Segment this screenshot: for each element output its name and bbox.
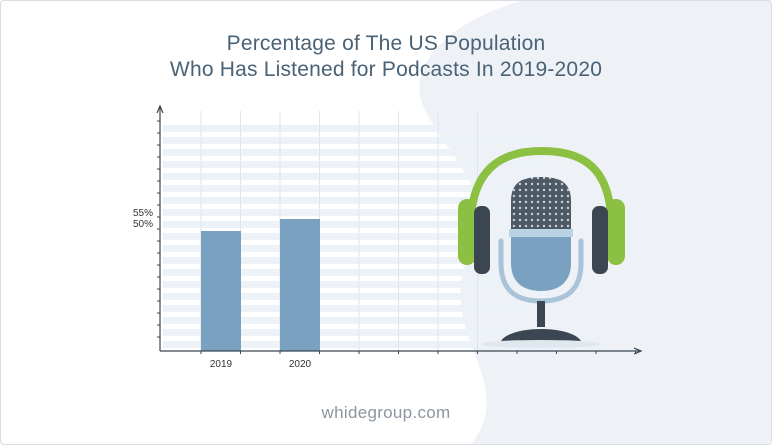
x-tick-label: 2020	[289, 359, 312, 370]
grid-stripe	[163, 185, 553, 192]
mic-grille-icon	[511, 177, 571, 231]
y-tick-label: 55%	[133, 208, 153, 219]
grid-stripe	[163, 137, 553, 144]
headphone-band-icon	[466, 146, 616, 240]
grid-stripe	[163, 161, 553, 168]
mic-body-icon	[511, 237, 571, 291]
x-axis-arrow-icon	[633, 347, 643, 355]
grid-stripe	[163, 293, 553, 300]
chart-labels: 2019 2020 55%50%	[133, 208, 312, 370]
grid-stripe	[163, 269, 553, 276]
grid-stripe	[163, 209, 553, 216]
chart-title-line-1: Percentage of The US Population	[226, 32, 546, 55]
chart-bars	[201, 219, 320, 351]
x-tick-label: 2019	[210, 359, 233, 370]
grid-stripe	[163, 125, 553, 132]
mic-shadow	[481, 340, 601, 348]
grid-stripe	[163, 149, 553, 156]
mic-band-icon	[509, 229, 573, 237]
mic-stand-icon	[537, 301, 545, 327]
left-earcup-icon	[458, 199, 476, 265]
chart-title-line-2: Who Has Listened for Podcasts In 2019-20…	[169, 58, 603, 81]
bar-2020	[280, 219, 320, 351]
grid-stripe	[163, 221, 553, 228]
left-earpad-icon	[474, 206, 490, 274]
right-earpad-icon	[592, 206, 608, 274]
grid-stripe	[163, 329, 553, 336]
right-earcup-icon	[607, 199, 625, 265]
grid-stripe	[163, 305, 553, 312]
grid-stripe	[163, 317, 553, 324]
grid-stripe	[163, 257, 553, 264]
grid-stripe	[163, 233, 553, 240]
grid-stripe	[163, 173, 553, 180]
grid-stripe	[163, 281, 553, 288]
grid-stripe	[163, 245, 553, 252]
grid-stripe	[163, 197, 553, 204]
chart-grid	[163, 111, 553, 351]
chart-axes	[156, 104, 643, 355]
y-axis-arrow-icon	[156, 104, 164, 114]
source-footer: whidegroup.com	[321, 403, 451, 422]
bar-2019	[201, 231, 241, 351]
grid-stripe	[163, 341, 553, 348]
y-tick-label: 50%	[133, 219, 153, 230]
mic-base-icon	[501, 329, 581, 341]
